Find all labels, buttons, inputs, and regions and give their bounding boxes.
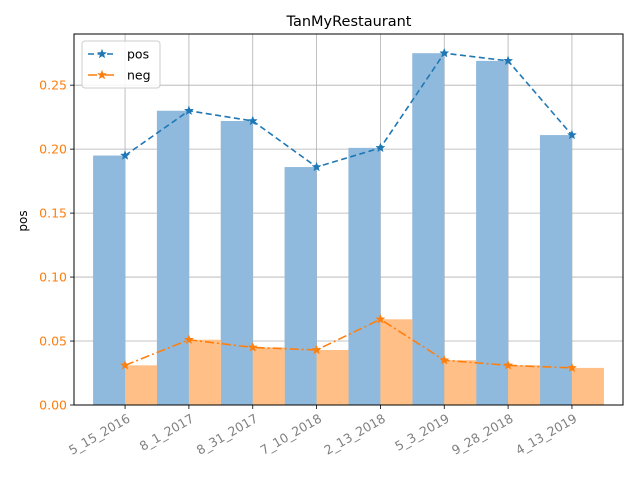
bars [93, 53, 604, 406]
y-tick-label: 0.20 [39, 142, 67, 157]
x-tick-label: 2_13_2018 [321, 411, 388, 458]
point-neg [183, 334, 194, 345]
point-neg [439, 354, 450, 365]
legend-label-neg: neg [127, 68, 151, 83]
bar-pos [539, 135, 572, 405]
point-neg [566, 362, 577, 373]
point-pos [503, 55, 514, 66]
point-pos [247, 115, 258, 126]
y-ticks: 0.00 0.05 0.10 0.15 0.20 0.25 [39, 78, 74, 413]
point-neg [503, 360, 514, 370]
point-pos [311, 161, 322, 172]
bar-neg [252, 347, 285, 405]
y-tick-label: 0.00 [39, 398, 67, 413]
bar-pos [412, 53, 445, 405]
bar-neg [444, 360, 477, 405]
bar-pos [220, 120, 253, 405]
point-pos [439, 47, 450, 58]
chart-title: TanMyRestaurant [285, 14, 411, 30]
bar-neg [380, 319, 413, 405]
legend-marker-neg [96, 69, 108, 80]
y-tick-label: 0.15 [39, 206, 67, 221]
bar-pos [348, 147, 381, 405]
point-pos [566, 129, 577, 140]
bar-pos [476, 60, 509, 406]
x-tick-label: 8_31_2017 [194, 411, 261, 458]
legend: pos neg [81, 40, 161, 89]
x-tick-label: 5_3_2019 [392, 411, 452, 454]
x-tick-label: 7_10_2018 [258, 411, 325, 458]
x-tick-label: 9_28_2018 [449, 411, 516, 458]
legend-marker-pos [96, 48, 108, 59]
bar-neg [188, 339, 221, 405]
plot-frame [73, 33, 624, 406]
y-axis-label: pos [16, 210, 30, 231]
bar-pos [284, 167, 317, 405]
legend-label-pos: pos [127, 47, 149, 62]
y-tick-label: 0.25 [39, 78, 67, 93]
point-pos [375, 142, 386, 153]
bar-neg [316, 349, 349, 405]
x-tick-label: 5_15_2016 [66, 411, 133, 458]
bar-neg [571, 367, 604, 405]
lines [120, 47, 577, 373]
axes [73, 33, 624, 406]
series-line-pos [124, 52, 573, 168]
point-neg [375, 313, 386, 324]
y-tick-label: 0.10 [39, 270, 67, 285]
bar-neg [125, 365, 158, 405]
y-tick-label: 0.05 [39, 334, 67, 349]
bar-neg [508, 365, 541, 405]
bar-pos [93, 155, 126, 405]
point-neg [311, 344, 322, 355]
point-neg [120, 360, 131, 370]
bar-pos [156, 110, 189, 406]
point-pos [183, 105, 194, 116]
point-neg [247, 342, 258, 352]
x-tick-label: 4_13_2019 [513, 411, 580, 458]
x-ticks: 5_15_2016 8_1_20178_31_20177_10_20182_13_… [66, 405, 579, 458]
point-pos [120, 150, 131, 160]
series-line-neg [124, 318, 572, 369]
x-tick-label: 8_1_2017 [137, 411, 197, 454]
